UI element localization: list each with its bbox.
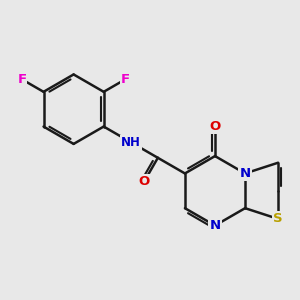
Text: N: N	[209, 219, 220, 232]
Text: O: O	[209, 120, 220, 133]
Text: NH: NH	[121, 136, 141, 149]
Text: O: O	[138, 176, 150, 188]
Text: F: F	[17, 73, 26, 86]
Text: N: N	[239, 167, 250, 180]
Text: F: F	[121, 73, 130, 86]
Text: S: S	[273, 212, 283, 225]
